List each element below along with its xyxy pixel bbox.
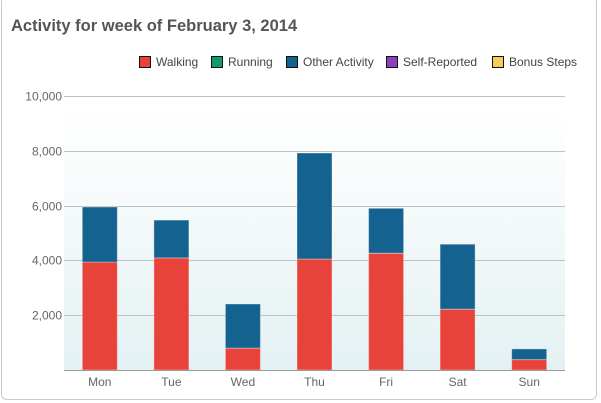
y-tick-label: 6,000 [32,200,62,214]
bar-walking-fri[interactable] [368,252,405,371]
legend-swatch-running [211,56,223,68]
legend-item-running[interactable]: Running [211,55,273,69]
legend-item-bonus-steps[interactable]: Bonus Steps [492,55,577,69]
bar-other-activity-tue[interactable] [153,219,190,259]
bar-walking-sun[interactable] [511,359,548,371]
legend: Walking Running Other Activity Self-Repo… [0,55,601,71]
legend-item-self-reported[interactable]: Self-Reported [386,55,477,69]
x-tick-label-mon: Mon [88,375,111,389]
bar-other-activity-sat[interactable] [439,243,476,310]
x-tick-label-thu: Thu [304,375,325,389]
bar-walking-tue[interactable] [153,257,190,371]
y-tick-label: 8,000 [32,145,62,159]
legend-swatch-walking [139,56,151,68]
y-tick-label: 10,000 [25,90,62,104]
x-tick-label-sat: Sat [449,375,468,389]
x-tick-label-wed: Wed [231,375,255,389]
x-tick-label-fri: Fri [379,375,393,389]
x-tick-label-sun: Sun [519,375,540,389]
bar-walking-wed[interactable] [224,347,261,371]
legend-label-bonus-steps: Bonus Steps [509,55,578,69]
y-tick-label: 2,000 [32,309,62,323]
bar-walking-sat[interactable] [439,308,476,371]
bar-other-activity-thu[interactable] [296,152,333,260]
bar-other-activity-sun[interactable] [511,348,548,361]
legend-swatch-other-activity [286,56,298,68]
legend-swatch-bonus-steps [492,56,504,68]
bar-other-activity-fri[interactable] [368,207,405,254]
x-tick-label-tue: Tue [161,375,182,389]
legend-label-self-reported: Self-Reported [403,55,478,69]
bar-other-activity-mon[interactable] [81,206,118,263]
bar-walking-thu[interactable] [296,258,333,371]
legend-label-other-activity: Other Activity [303,55,374,69]
legend-label-walking: Walking [156,55,199,69]
legend-swatch-self-reported [386,56,398,68]
y-tick-label: 4,000 [32,254,62,268]
legend-item-other-activity[interactable]: Other Activity [286,55,374,69]
bar-walking-mon[interactable] [81,261,118,371]
legend-item-walking[interactable]: Walking [139,55,198,69]
bar-other-activity-wed[interactable] [224,303,261,349]
chart-title: Activity for week of February 3, 2014 [11,17,298,35]
legend-label-running: Running [228,55,273,69]
